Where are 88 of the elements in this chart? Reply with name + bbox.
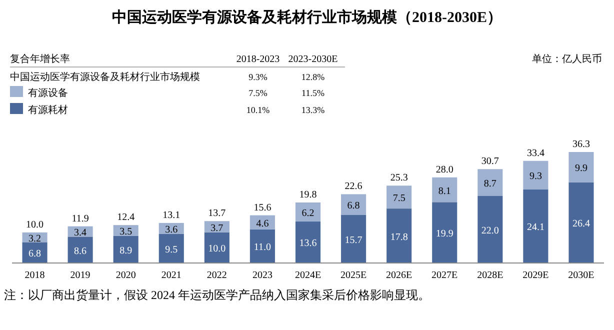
data-label: 13.6 — [299, 238, 317, 250]
data-label: 3.4 — [74, 228, 87, 239]
data-label: 3.2 — [28, 233, 42, 244]
total-label: 15.6 — [254, 202, 272, 214]
data-label: 22.0 — [481, 225, 499, 236]
data-label: 24.1 — [526, 222, 544, 234]
x-tick-label: 2019 — [70, 270, 90, 281]
text: 13.3% — [301, 105, 326, 115]
total-label: 28.0 — [436, 164, 454, 176]
bar — [204, 221, 230, 232]
x-tick-label: 2024E — [294, 270, 322, 281]
data-label: 8.7 — [484, 178, 496, 190]
data-label: 19.9 — [436, 228, 454, 240]
data-label: 3.7 — [210, 222, 224, 234]
x-tick-label: 2030E — [568, 270, 594, 281]
total-label: 36.3 — [572, 139, 590, 150]
total-label: 12.4 — [117, 212, 135, 224]
bar — [204, 232, 230, 263]
total-label: 22.6 — [344, 181, 362, 192]
data-label: 11.0 — [254, 242, 272, 254]
text: 单位：亿人民币 — [532, 53, 602, 65]
total-label: 19.8 — [299, 189, 317, 200]
text: 9.3% — [248, 72, 268, 82]
x-tick-label: 2023 — [252, 270, 272, 281]
bar — [295, 221, 321, 263]
x-tick-label: 2020 — [116, 270, 136, 281]
text: 中国运动医学有源设备及耗材行业市场规模 — [10, 71, 200, 83]
bar — [432, 177, 458, 202]
bar — [341, 194, 366, 215]
x-tick-label: 2018 — [24, 270, 45, 281]
x-tick-label: 2028E — [477, 270, 504, 281]
text: 11.5% — [302, 88, 325, 98]
data-label: 6.2 — [302, 208, 314, 219]
data-label: 9.9 — [574, 163, 588, 174]
data-label: 4.6 — [256, 218, 269, 230]
text: 10.1% — [246, 105, 270, 115]
data-label: 7.5 — [392, 193, 406, 204]
data-label: 26.4 — [572, 218, 590, 230]
text: 2023-2030E — [288, 54, 338, 65]
text: 2018-2023 — [236, 54, 280, 65]
x-tick-label: 2029E — [522, 270, 549, 281]
bar — [68, 236, 93, 263]
data-label: 8.1 — [438, 186, 451, 197]
bar — [478, 196, 503, 263]
bar — [568, 152, 594, 182]
data-label: 8.6 — [74, 246, 87, 257]
bar — [22, 242, 48, 263]
text: 注：以厂商出货量计，假设 2024 年运动医学产品纳入国家集采后价格影响显现。 — [4, 288, 430, 302]
total-label: 33.4 — [526, 148, 544, 159]
x-tick-label: 2021 — [161, 270, 182, 281]
x-tick-label: 2027E — [432, 270, 458, 281]
data-label: 10.0 — [208, 244, 226, 255]
bar — [341, 214, 366, 263]
bar — [478, 169, 503, 196]
x-tick-label: 2026E — [386, 270, 412, 281]
chart-title: 中国运动医学有源设备及耗材行业市场规模（2018-2030E） — [112, 8, 502, 26]
bar — [523, 189, 548, 263]
total-label: 11.9 — [72, 213, 89, 224]
bar — [158, 234, 184, 263]
bar — [386, 186, 412, 209]
data-label: 17.8 — [390, 232, 408, 243]
bar — [295, 202, 321, 222]
total-label: 25.3 — [390, 172, 408, 184]
data-label: 3.5 — [120, 226, 132, 238]
legend-label: 有源设备 — [28, 87, 68, 99]
x-tick-label: 2022 — [206, 270, 227, 281]
bar — [568, 182, 594, 263]
bar — [386, 208, 412, 263]
text: 12.8% — [301, 72, 326, 82]
total-label: 13.1 — [162, 210, 180, 221]
text: 复合年增长率 — [10, 53, 70, 65]
data-label: 6.8 — [28, 248, 42, 260]
bar — [432, 202, 458, 263]
text: 7.5% — [248, 88, 268, 98]
data-label: 6.8 — [347, 200, 360, 212]
data-label: 15.7 — [344, 234, 362, 246]
total-label: 13.7 — [208, 208, 226, 220]
data-label: 8.9 — [120, 245, 132, 256]
data-label: 9.5 — [165, 244, 178, 256]
x-tick-label: 2025E — [340, 270, 367, 281]
bar — [250, 229, 275, 263]
legend-label: 有源耗材 — [28, 104, 68, 116]
data-label: 9.3 — [529, 171, 542, 182]
bar — [523, 160, 548, 190]
total-label: 30.7 — [481, 156, 499, 168]
bar — [113, 236, 138, 263]
total-label: 10.0 — [26, 219, 44, 230]
data-label: 3.6 — [165, 224, 178, 236]
